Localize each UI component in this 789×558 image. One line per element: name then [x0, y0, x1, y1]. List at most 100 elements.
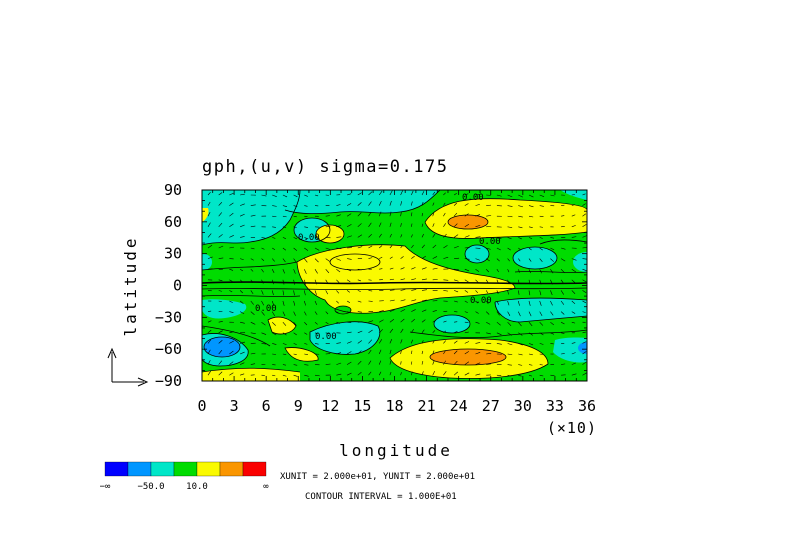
- wind-arrow: [561, 215, 565, 217]
- colorbar-swatch: [104, 461, 129, 477]
- wind-arrow: [411, 244, 414, 249]
- wind-arrow: [368, 233, 372, 238]
- colorbar-swatch: [173, 461, 198, 477]
- x-tick-label: 15: [353, 397, 371, 415]
- wind-arrow: [421, 191, 425, 196]
- wind-arrow: [475, 214, 481, 217]
- wind-arrow: [357, 268, 362, 271]
- wind-arrow: [453, 234, 459, 238]
- wind-arrow: [282, 374, 287, 377]
- contour-label: 0.00: [462, 193, 484, 203]
- wind-arrow: [357, 350, 362, 355]
- wind-arrow: [443, 290, 449, 292]
- wind-arrow: [443, 340, 447, 344]
- wind-arrow: [518, 269, 520, 273]
- wind-arrow: [218, 257, 224, 259]
- wind-arrow: [378, 200, 382, 206]
- wind-arrow: [411, 267, 416, 270]
- wind-arrow: [496, 194, 502, 197]
- contour-line: [494, 297, 587, 303]
- wind-arrow: [378, 222, 382, 227]
- wind-arrow: [475, 290, 478, 294]
- y-axis-label: latitude: [121, 235, 140, 336]
- wind-arrow: [218, 202, 223, 206]
- wind-arrow: [453, 290, 459, 293]
- wind-arrow: [432, 350, 435, 355]
- wind-arrow: [518, 322, 522, 327]
- wind-arrow: [304, 237, 309, 240]
- contour-line: [329, 253, 381, 271]
- wind-arrow: [400, 309, 406, 312]
- wind-arrow: [272, 374, 276, 377]
- wind-arrow: [432, 213, 435, 217]
- wind-arrow: [464, 331, 469, 334]
- wind-arrow: [304, 300, 306, 306]
- wind-arrow: [239, 290, 244, 294]
- wind-arrow: [293, 258, 297, 263]
- wind-arrow: [411, 201, 413, 206]
- footnote-units: XUNIT = 2.000e+01, YUNIT = 2.000e+01: [280, 472, 475, 482]
- wind-arrow: [261, 194, 267, 197]
- wind-arrow: [282, 322, 287, 326]
- wind-arrow: [357, 223, 362, 228]
- wind-arrow: [271, 269, 275, 274]
- wind-arrow: [314, 321, 318, 325]
- wind-arrow: [411, 212, 413, 217]
- contour-line: [424, 221, 587, 239]
- wind-arrow: [560, 311, 565, 315]
- wind-arrow: [229, 192, 234, 196]
- wind-arrow: [346, 361, 352, 365]
- wind-arrow: [293, 269, 296, 274]
- wind-arrow: [347, 331, 352, 334]
- wind-arrow: [421, 350, 424, 355]
- wind-arrow: [229, 311, 234, 313]
- wind-arrow: [582, 331, 587, 334]
- wind-arrow: [432, 202, 435, 206]
- wind-arrow: [400, 372, 402, 376]
- wind-arrow: [336, 247, 342, 249]
- contour-label: 0.00: [470, 296, 492, 306]
- wind-arrow: [571, 268, 577, 273]
- wind-arrow: [454, 268, 459, 271]
- wind-arrow: [240, 341, 245, 344]
- wind-arrow: [400, 299, 406, 302]
- wind-arrow: [347, 193, 352, 196]
- wind-arrow: [421, 201, 424, 206]
- wind-arrow: [271, 290, 274, 296]
- wind-arrow: [240, 193, 245, 196]
- wind-arrow: [250, 311, 255, 315]
- wind-arrow: [518, 300, 520, 306]
- wind-arrow: [550, 290, 553, 296]
- contour-line: [202, 287, 587, 290]
- wind-arrow: [528, 237, 533, 240]
- x-tick-label: 21: [418, 397, 436, 415]
- contour-line: [202, 367, 301, 373]
- wind-arrow: [507, 374, 512, 377]
- wind-arrow: [486, 353, 492, 355]
- wind-arrow: [496, 269, 499, 273]
- wind-arrow: [304, 194, 308, 197]
- wind-arrow: [368, 339, 373, 344]
- wind-arrow: [528, 215, 534, 218]
- wind-arrow: [282, 269, 285, 274]
- wind-arrow: [314, 247, 320, 251]
- wind-arrow: [582, 300, 587, 304]
- wind-arrow: [282, 300, 285, 306]
- wind-arrow: [336, 362, 342, 365]
- wind-arrow: [453, 202, 458, 206]
- wind-arrow: [293, 353, 297, 356]
- wind-arrow: [464, 290, 469, 293]
- wind-arrow: [507, 300, 510, 306]
- contour-labels: 0.00 0.00 0.00 0.00 0.00 0.00: [255, 193, 501, 342]
- wind-arrow: [314, 279, 318, 285]
- wind-arrow: [293, 290, 295, 296]
- contour-line: [494, 301, 587, 323]
- wind-arrow: [368, 371, 372, 376]
- wind-arrow: [464, 203, 469, 206]
- wind-arrow: [325, 247, 331, 250]
- wind-arrow: [346, 290, 350, 293]
- wind-arrow: [411, 190, 414, 196]
- wind-arrow: [582, 235, 587, 238]
- wind-arrow: [453, 360, 458, 365]
- wind-arrow: [411, 309, 416, 312]
